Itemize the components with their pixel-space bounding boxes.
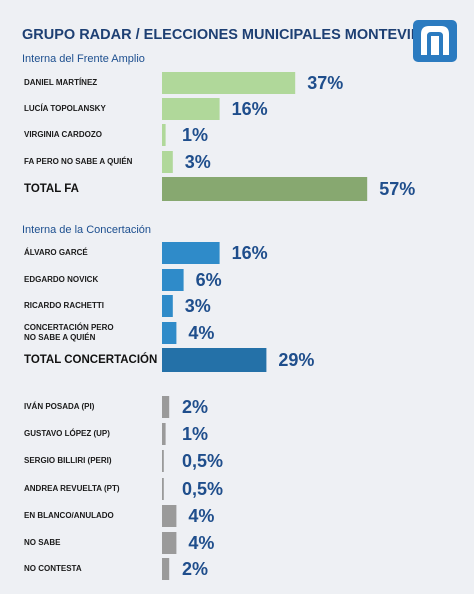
category-label: IVÁN POSADA (PI) — [24, 402, 95, 411]
bar — [162, 450, 164, 472]
value-label: 6% — [196, 270, 222, 290]
category-label: NO CONTESTA — [24, 564, 82, 573]
bar — [162, 322, 177, 344]
category-label: RICARDO RACHETTI — [24, 301, 104, 310]
category-label: VIRGINIA CARDOZO — [24, 130, 102, 139]
value-label: 1% — [182, 424, 208, 444]
bar — [162, 177, 368, 201]
page-title: GRUPO RADAR / ELECCIONES MUNICIPALES MON… — [22, 27, 442, 43]
category-label: LUCÍA TOPOLANSKY — [24, 104, 106, 113]
bar — [162, 98, 220, 120]
value-label: 57% — [379, 179, 415, 199]
value-label: 2% — [182, 559, 208, 579]
category-label: CONCERTACIÓN PERO NO SABE A QUIÉN — [24, 323, 114, 342]
value-label: 4% — [188, 506, 214, 526]
category-label: TOTAL FA — [24, 183, 79, 195]
category-label: NO SABE — [24, 538, 61, 547]
value-label: 16% — [232, 243, 268, 263]
value-label: 0,5% — [182, 451, 223, 471]
value-label: 4% — [188, 323, 214, 343]
bar — [162, 242, 220, 264]
bar — [162, 505, 177, 527]
bar — [162, 269, 184, 291]
value-label: 3% — [185, 152, 211, 172]
bar — [162, 295, 173, 317]
value-label: 29% — [278, 350, 314, 370]
bar — [162, 532, 177, 554]
category-label: GUSTAVO LÓPEZ (UP) — [24, 429, 110, 438]
section-subtitle: Interna de la Concertación — [22, 224, 151, 236]
bar — [162, 423, 166, 445]
category-label: ÁLVARO GARCÉ — [24, 248, 88, 257]
category-label: ANDREA REVUELTA (PT) — [24, 484, 120, 493]
section-subtitle: Interna del Frente Amplio — [22, 53, 145, 65]
value-label: 16% — [232, 99, 268, 119]
value-label: 1% — [182, 125, 208, 145]
bar — [162, 124, 166, 146]
value-label: 3% — [185, 296, 211, 316]
value-label: 37% — [307, 73, 343, 93]
category-label: SERGIO BILLIRI (PERI) — [24, 456, 112, 465]
category-label: EDGARDO NOVICK — [24, 275, 98, 284]
bar — [162, 348, 267, 372]
value-label: 4% — [188, 533, 214, 553]
bar — [162, 72, 296, 94]
value-label: 0,5% — [182, 479, 223, 499]
bar — [162, 151, 173, 173]
logo — [413, 20, 457, 62]
category-label: EN BLANCO/ANULADO — [24, 511, 114, 520]
value-label: 2% — [182, 397, 208, 417]
category-label: TOTAL CONCERTACIÓN — [24, 353, 157, 366]
bar — [162, 396, 170, 418]
bar — [162, 558, 170, 580]
bar — [162, 478, 164, 500]
category-label: DANIEL MARTÍNEZ — [24, 78, 97, 87]
category-label: FA PERO NO SABE A QUIÉN — [24, 157, 133, 166]
